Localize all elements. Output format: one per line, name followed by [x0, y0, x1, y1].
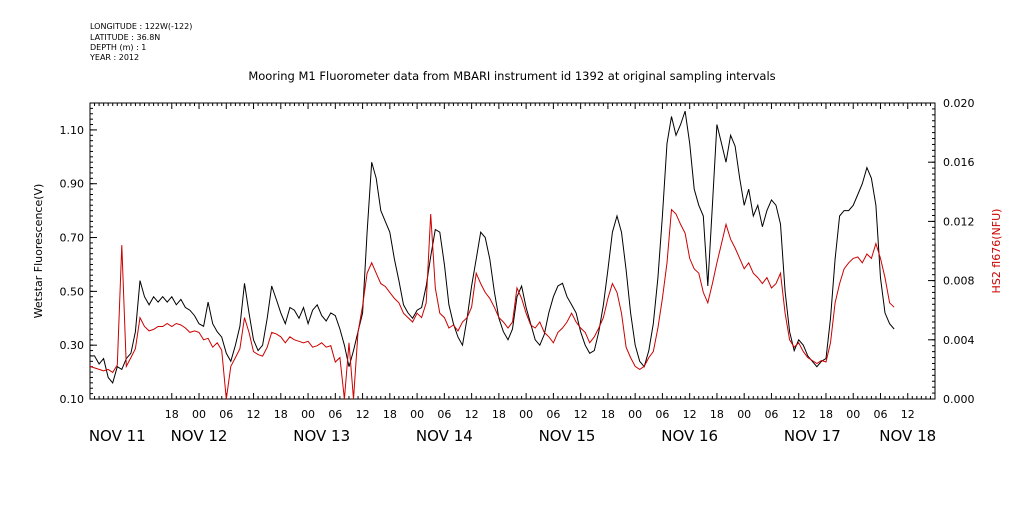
x-tick-label: 18 [710, 408, 724, 421]
y2-tick-label: 0.008 [943, 275, 975, 288]
series-line-hs2 [89, 208, 895, 400]
x-tick-label: 06 [873, 408, 887, 421]
x-tick-label: 18 [819, 408, 833, 421]
plot-frame [89, 102, 936, 400]
x-tick-label: 06 [546, 408, 560, 421]
x-tick-label: 12 [683, 408, 697, 421]
x-day-label: NOV 14 [416, 427, 473, 445]
x-tick-label: 00 [192, 408, 206, 421]
x-tick-label: 00 [737, 408, 751, 421]
x-axis: 18 00 06 12 18 00 06 12 18 00 06 12 18 00 06 12 18 00 06 12… [89, 103, 936, 445]
x-tick-label: 18 [601, 408, 615, 421]
y2-tick-label: 0.012 [943, 215, 975, 228]
x-tick-label: 00 [301, 408, 315, 421]
x-tick-label: 12 [901, 408, 915, 421]
x-tick-label: 12 [574, 408, 588, 421]
y-tick-label: 0.10 [60, 393, 85, 406]
y2-axis-label: HS2 fl676(NFU) [990, 209, 1003, 294]
x-tick-label: 06 [437, 408, 451, 421]
y-axis-label: Wetstar Fluorescence(V) [32, 184, 45, 319]
metadata-block: LONGITUDE : 122W(-122) LATITUDE : 36.8N … [89, 22, 192, 62]
y-tick-label: 0.70 [60, 232, 85, 245]
meta-line-year: YEAR : 2012 [89, 53, 139, 62]
x-tick-label: 18 [165, 408, 179, 421]
y2-tick-label: 0.004 [943, 334, 975, 347]
series-line-wetstar [90, 110, 895, 384]
x-tick-label: 00 [628, 408, 642, 421]
y-tick-label: 1.10 [60, 124, 85, 137]
series-layer [89, 110, 895, 400]
y-tick-label: 0.90 [60, 178, 85, 191]
x-tick-label: 06 [328, 408, 342, 421]
x-day-label: NOV 15 [539, 427, 596, 445]
y-tick-label: 0.30 [60, 339, 85, 352]
y-axis-left: 0.10 0.30 0.50 0.70 0.90 1.10 [60, 102, 97, 406]
y-axis-right: 0.000 0.004 0.008 0.012 0.016 0.020 [928, 97, 975, 406]
x-day-label: NOV 17 [784, 427, 841, 445]
chart-title: Mooring M1 Fluorometer data from MBARI i… [248, 69, 775, 83]
x-tick-label: 06 [655, 408, 669, 421]
y2-tick-label: 0.000 [943, 393, 975, 406]
x-day-label: NOV 12 [171, 427, 228, 445]
x-tick-label: 00 [519, 408, 533, 421]
meta-line-longitude: LONGITUDE : 122W(-122) [90, 22, 192, 31]
x-tick-label: 18 [492, 408, 506, 421]
x-day-label: NOV 18 [879, 427, 936, 445]
meta-line-depth: DEPTH (m) : 1 [90, 43, 146, 52]
x-tick-label: 12 [792, 408, 806, 421]
x-day-label: NOV 16 [661, 427, 718, 445]
x-tick-label: 00 [410, 408, 424, 421]
x-tick-label: 12 [247, 408, 261, 421]
y2-tick-label: 0.016 [943, 156, 975, 169]
x-tick-label: 00 [846, 408, 860, 421]
x-tick-label: 06 [219, 408, 233, 421]
y2-tick-label: 0.020 [943, 97, 975, 110]
x-tick-label: 18 [383, 408, 397, 421]
meta-line-latitude: LATITUDE : 36.8N [90, 33, 160, 42]
x-day-label: NOV 11 [89, 427, 146, 445]
y-tick-label: 0.50 [60, 285, 85, 298]
x-tick-label: 12 [465, 408, 479, 421]
x-tick-label: 06 [764, 408, 778, 421]
x-day-label: NOV 13 [293, 427, 350, 445]
x-tick-label: 18 [274, 408, 288, 421]
x-tick-label: 12 [356, 408, 370, 421]
